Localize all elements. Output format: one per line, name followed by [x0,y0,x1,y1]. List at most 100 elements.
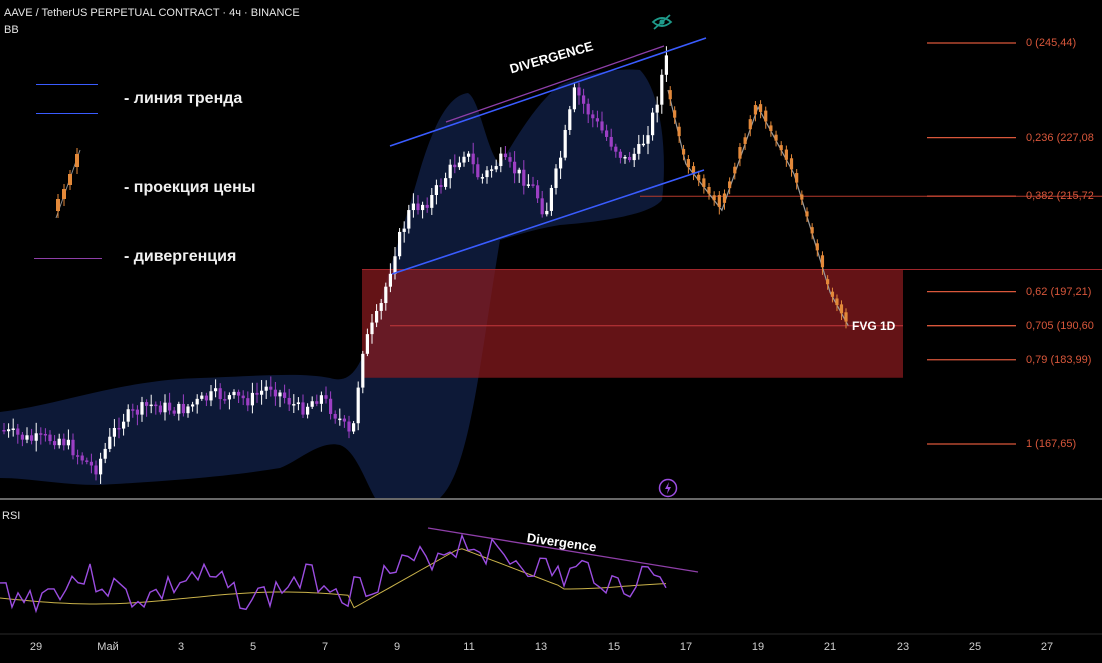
candle-body [80,455,84,461]
candle-body [191,404,195,407]
candle-body [301,402,305,415]
candle-body [356,387,360,424]
candle-body [485,170,489,178]
candle-body [273,389,277,397]
x-tick: 19 [751,641,765,653]
x-tick: 15 [607,641,621,653]
candle-body [34,433,38,441]
candle-body [365,334,369,354]
x-tick: Май [97,641,119,653]
bb-indicator-label[interactable]: BB [4,24,19,36]
rsi-pane-label[interactable]: RSI [2,510,21,522]
candle-body [513,161,517,174]
candle-body [2,430,6,432]
candle-body [200,395,204,399]
candle-body [85,460,89,462]
candle-body [204,395,208,401]
trend-line-lower [391,169,705,275]
projection-candle [844,312,848,322]
candle-body [232,391,236,396]
candle-body [416,203,420,211]
legend-trendline-label: - линия тренда [124,90,243,107]
candle-body [531,184,535,186]
candle-body [402,228,406,232]
candle-body [605,130,609,137]
candle-body [646,135,650,144]
candle-body [11,428,15,430]
candle-body [393,256,397,274]
projection-candle [691,166,696,174]
candle-body [241,395,245,399]
candle-body [448,164,452,179]
candle-body [388,273,392,287]
candle-body [554,168,558,188]
fib-level-079-label: 0,79 (183,99) [1026,354,1092,366]
candle-body [517,169,521,174]
candle-body [651,112,655,136]
candle-body [135,409,139,415]
projection-candle [774,134,778,141]
candle-body [421,204,425,211]
candle-body [600,121,604,131]
candle-body [457,162,461,168]
projection-candle [820,255,825,268]
price-projection-icon [55,148,81,219]
legend-trendline-swatch-1 [36,84,98,85]
candle-body [62,438,66,446]
candle-body [370,322,374,335]
candle-body [30,435,34,441]
candle-body [632,153,636,161]
candle-body [278,392,282,397]
projection-candle [779,145,783,151]
candle-body [375,310,379,323]
price-divergence-line [445,45,665,123]
candle-body [522,169,526,186]
candle-body [237,391,241,396]
eye-hidden-icon[interactable] [651,14,673,30]
candle-body [503,153,507,158]
candle-body [439,185,443,187]
candle-body [53,441,57,446]
projection-line [667,89,849,326]
projection-candle [722,193,727,203]
candle-body [154,404,158,407]
candle-body [71,439,75,456]
projection-candle [712,195,716,201]
projection-candle [789,158,794,170]
candle-body [540,198,544,215]
candle-body [306,406,310,415]
candle-body [227,395,231,400]
candle-body [168,402,172,411]
candle-body [559,157,563,169]
projection-candle [677,126,681,137]
projection-candle [673,110,677,118]
candle-body [255,392,259,395]
candle-body [568,109,572,130]
candle-body [637,144,641,154]
x-tick: 25 [968,641,982,653]
candle-body [490,169,494,171]
candle-body [623,156,627,159]
candle-body [434,185,438,195]
lightning-icon[interactable] [658,478,678,498]
candle-body [595,118,599,122]
candle-body [292,404,296,406]
x-tick: 17 [679,641,693,653]
symbol-title: AAVE / TetherUS PERPETUAL CONTRACT · 4ч … [4,7,300,19]
candle-body [628,156,632,161]
candle-body [379,303,383,311]
candle-body [664,55,668,75]
candle-body [296,402,300,405]
candle-body [7,429,11,432]
candle-body [149,404,153,407]
trend-line-upper [389,37,707,147]
projection-candle [707,186,711,194]
projection-candle [668,90,672,100]
candle-body [39,433,43,435]
candle-body [347,421,351,432]
fib-level-1-label: 1 (167,65) [1026,438,1077,450]
candle-body [103,448,107,459]
x-tick: 29 [29,641,43,653]
candle-body [499,153,503,167]
